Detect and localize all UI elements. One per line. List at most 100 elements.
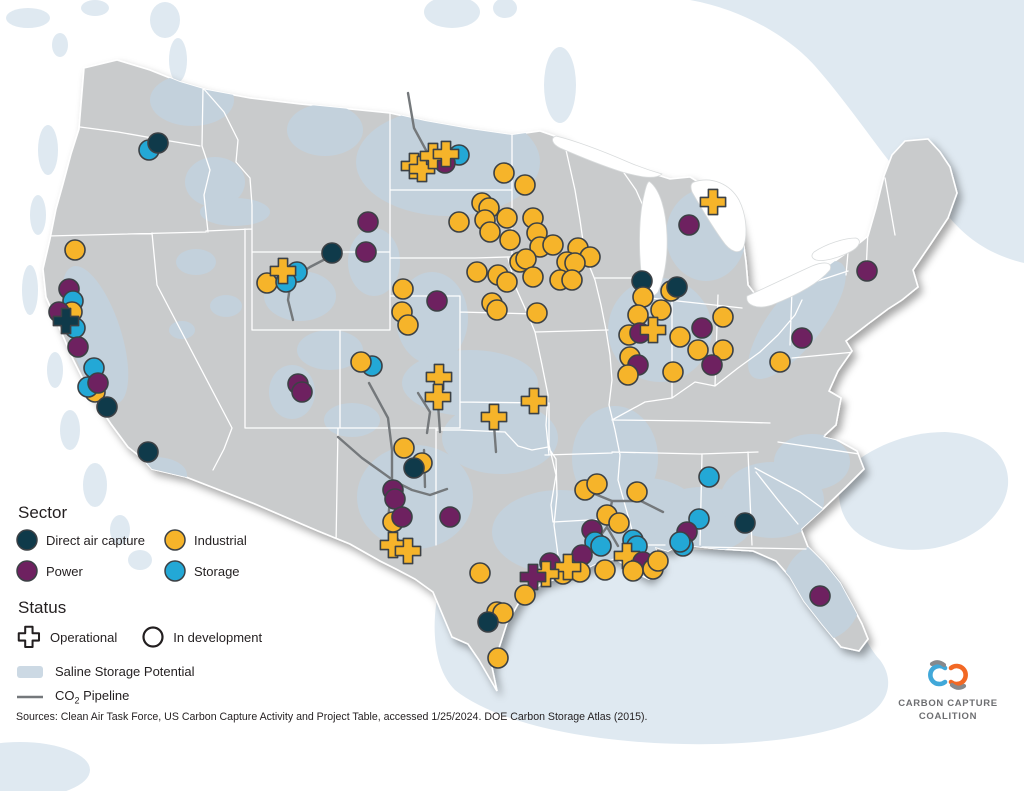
marker-power-in-development	[291, 381, 313, 403]
marker-industrial-in-development	[594, 559, 616, 581]
marker-power-in-development	[355, 241, 377, 263]
marker-power-in-development	[701, 354, 723, 376]
pipeline-line-icon	[17, 695, 43, 699]
marker-industrial-in-development	[487, 647, 509, 669]
marker-dac-in-development	[403, 457, 425, 479]
marker-industrial-in-development	[662, 361, 684, 383]
marker-dac-in-development	[137, 441, 159, 463]
marker-dac-in-development	[147, 132, 169, 154]
marker-industrial-in-development	[647, 550, 669, 572]
co2-pipeline	[416, 391, 432, 435]
legend-pipeline-row: CO2 Pipeline	[16, 688, 306, 706]
marker-dac-in-development	[96, 396, 118, 418]
legend-sector-title: Sector	[18, 503, 68, 522]
industrial-dot-icon	[164, 529, 186, 551]
marker-industrial-in-development	[622, 560, 644, 582]
saline-gulf-of-mexico	[434, 540, 889, 745]
coalition-logo-icon	[928, 660, 968, 690]
legend-label-operational: Operational	[50, 629, 118, 645]
marker-industrial-in-development	[561, 269, 583, 291]
marker-industrial-in-development	[712, 339, 734, 361]
marker-industrial-in-development	[493, 162, 515, 184]
co2-pipeline	[588, 490, 665, 514]
dac-dot-icon	[16, 529, 38, 551]
marker-industrial-in-development	[626, 481, 648, 503]
marker-industrial-in-development	[448, 211, 470, 233]
marker-power-in-development	[678, 214, 700, 236]
marker-industrial-in-development	[669, 326, 691, 348]
marker-power-in-development	[791, 327, 813, 349]
marker-storage-in-development	[698, 466, 720, 488]
power-dot-icon	[16, 560, 38, 582]
legend-label-pipeline: CO2 Pipeline	[55, 688, 130, 706]
marker-power-in-development	[67, 336, 89, 358]
marker-power-in-development	[856, 260, 878, 282]
storage-dot-icon	[164, 560, 186, 582]
marker-industrial-in-development	[514, 174, 536, 196]
marker-power-in-development	[426, 290, 448, 312]
legend-label-power: Power	[46, 563, 83, 579]
marker-industrial-in-development	[712, 306, 734, 328]
logo-text: CARBON CAPTURE COALITION	[898, 698, 998, 723]
marker-industrial-in-development	[64, 239, 86, 261]
marker-industrial-in-development	[617, 364, 639, 386]
marker-power-in-development	[691, 317, 713, 339]
marker-power-in-development	[384, 488, 406, 510]
marker-power-in-development	[809, 585, 831, 607]
marker-industrial-in-development	[632, 286, 654, 308]
marker-power-in-development	[439, 506, 461, 528]
marker-industrial-in-development	[627, 304, 649, 326]
marker-industrial-in-development	[486, 299, 508, 321]
marker-industrial-in-development	[397, 314, 419, 336]
legend-label-dac: Direct air capture	[46, 532, 145, 548]
marker-dac-in-development	[321, 242, 343, 264]
marker-industrial-in-development	[499, 229, 521, 251]
marker-industrial-in-development	[542, 234, 564, 256]
marker-industrial-in-development	[479, 221, 501, 243]
legend-saline-row: Saline Storage Potential	[16, 664, 306, 679]
marker-industrial-in-development	[586, 473, 608, 495]
legend-label-industrial: Industrial	[194, 532, 247, 548]
lake-superior	[552, 135, 663, 178]
marker-industrial-in-development	[522, 266, 544, 288]
legend-label-saline: Saline Storage Potential	[55, 664, 195, 679]
legend-label-in-development: In development	[173, 629, 263, 645]
marker-power-in-development	[87, 372, 109, 394]
marker-dac-in-development	[666, 276, 688, 298]
marker-industrial-in-development	[350, 351, 372, 373]
sources-note: Sources: Clean Air Task Force, US Carbon…	[16, 711, 648, 723]
marker-industrial-in-development	[496, 271, 518, 293]
marker-dac-in-development	[734, 512, 756, 534]
marker-industrial-in-development	[650, 299, 672, 321]
legend-label-storage: Storage	[194, 563, 240, 579]
saline-atlantic	[839, 432, 1009, 550]
legend-item-dac: Direct air capture	[16, 529, 164, 551]
marker-industrial-in-development	[466, 261, 488, 283]
co2-pipeline	[336, 435, 392, 480]
legend-status-row: Operational In development	[16, 624, 306, 650]
legend-item-industrial: Industrial	[164, 529, 304, 551]
legend-item-storage: Storage	[164, 560, 304, 582]
marker-dac-in-development	[477, 611, 499, 633]
marker-industrial-in-development	[687, 339, 709, 361]
carbon-capture-coalition-logo: CARBON CAPTURE COALITION	[886, 658, 1010, 724]
legend-item-power: Power	[16, 560, 164, 582]
marker-industrial-in-development	[608, 512, 630, 534]
lake-erie	[746, 262, 831, 308]
marker-industrial-in-development	[496, 207, 518, 229]
marker-industrial-in-development	[392, 278, 414, 300]
legend: Sector Direct air capture Industrial Pow…	[16, 503, 306, 706]
great-lakes	[552, 135, 860, 308]
marker-power-in-development	[357, 211, 379, 233]
project-markers-layer	[48, 132, 878, 669]
marker-industrial-in-development	[526, 302, 548, 324]
marker-industrial-in-development	[393, 437, 415, 459]
marker-industrial-in-development	[515, 248, 537, 270]
marker-industrial-in-development	[769, 351, 791, 373]
operational-cross-icon	[17, 625, 41, 649]
marker-power-in-development	[391, 506, 413, 528]
saline-swatch-icon	[17, 665, 43, 678]
marker-industrial-in-development	[514, 584, 536, 606]
